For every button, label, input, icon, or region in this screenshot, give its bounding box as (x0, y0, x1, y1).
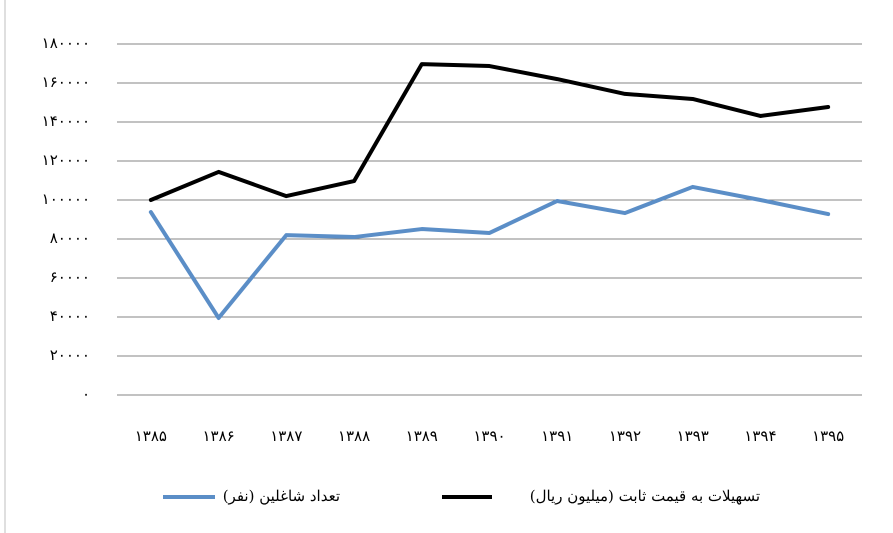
x-tick-label: ۱۳۹۵ (812, 427, 844, 445)
x-tick-label: ۱۳۸۵ (135, 427, 167, 445)
y-tick-label: ۲۰۰۰۰ (50, 346, 90, 364)
y-tick-label: ۱۸۰۰۰۰ (42, 34, 90, 52)
x-tick-label: ۱۳۹۱ (541, 427, 573, 445)
x-tick-label: ۱۳۸۸ (338, 427, 370, 445)
x-tick-label: ۱۳۸۶ (202, 427, 234, 445)
x-tick-label: ۱۳۹۳ (677, 427, 709, 445)
series-line (148, 62, 831, 202)
x-tick-label: ۱۳۹۰ (473, 427, 505, 445)
y-tick-label: ۸۰۰۰۰ (50, 229, 90, 247)
y-tick-label: ۶۰۰۰۰ (50, 268, 90, 286)
y-tick-label: ۰ (82, 385, 90, 403)
y-tick-label: ۱۰۰۰۰۰ (42, 190, 90, 208)
x-tick-label: ۱۳۹۴ (744, 427, 776, 445)
y-tick-label: ۱۴۰۰۰۰ (42, 112, 90, 130)
x-tick-label: ۱۳۸۷ (270, 427, 302, 445)
legend-label: تعداد شاغلین (نفر) (223, 487, 340, 505)
series-line (148, 184, 831, 320)
legend-label: تسهیلات به قیمت ثابت (میلیون ریال) (530, 487, 760, 505)
x-tick-label: ۱۳۸۹ (406, 427, 438, 445)
y-tick-label: ۱۲۰۰۰۰ (42, 151, 90, 169)
x-tick-label: ۱۳۹۲ (609, 427, 641, 445)
y-tick-label: ۴۰۰۰۰ (50, 307, 90, 325)
y-tick-label: ۱۶۰۰۰۰ (42, 73, 90, 91)
